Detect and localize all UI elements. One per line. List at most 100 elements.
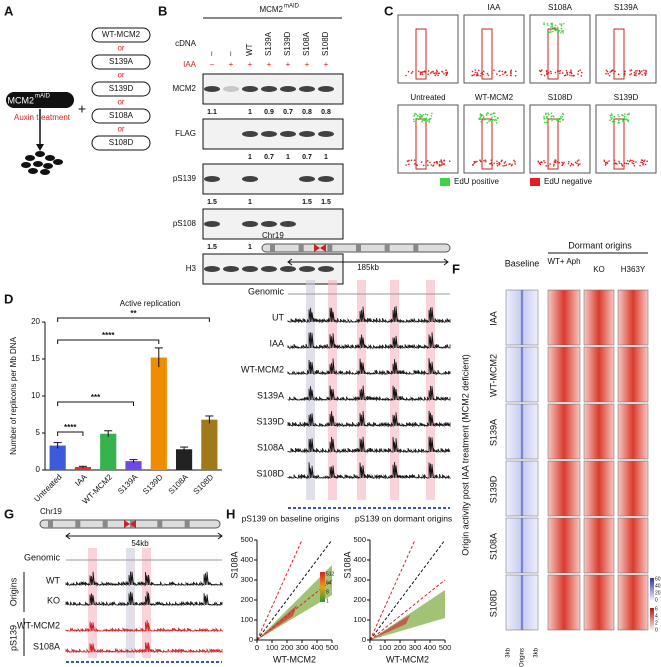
strain-pill (6, 92, 74, 108)
condition: S108D (548, 93, 573, 102)
dot (629, 73, 631, 76)
gate (415, 118, 427, 170)
dot (482, 118, 485, 121)
dot (628, 113, 630, 116)
dot (477, 74, 479, 77)
dot (486, 122, 489, 124)
band (318, 176, 334, 182)
dot (493, 115, 496, 118)
dot (561, 161, 563, 164)
cell (43, 163, 53, 169)
dot (554, 160, 556, 162)
dot (611, 69, 614, 71)
dot (640, 161, 642, 163)
y-tick-label: 20 (31, 317, 40, 326)
dot (551, 24, 553, 26)
dot (547, 71, 550, 74)
dot (555, 29, 558, 31)
dot (643, 69, 645, 72)
sig-bracket (57, 401, 134, 406)
band (261, 131, 277, 137)
iaa-label: + (248, 60, 253, 69)
dot (543, 23, 545, 26)
dot (610, 113, 613, 115)
dot (552, 114, 554, 117)
ideogram-band (48, 520, 53, 528)
panel-letter: C (384, 3, 394, 18)
dot (549, 70, 552, 73)
dot (427, 73, 430, 75)
dot (496, 162, 498, 165)
dot (480, 121, 483, 123)
plus: + (78, 101, 86, 117)
cdna-label: – (226, 51, 235, 56)
dot (424, 113, 427, 116)
sig-label: **** (64, 423, 77, 432)
quant: 1.5 (302, 199, 312, 206)
ideogram-band (327, 244, 333, 252)
chromosome: Chr19 (262, 231, 284, 240)
dot (630, 69, 633, 71)
fold-line (369, 539, 416, 641)
sig-bracket (57, 317, 210, 322)
dot (448, 160, 451, 163)
panel-letter: B (158, 3, 167, 18)
iaa-label: – (210, 60, 215, 69)
dot (611, 117, 614, 119)
dot (577, 73, 579, 75)
dot (479, 159, 481, 162)
dot (413, 115, 415, 117)
dot (559, 116, 562, 118)
band (280, 86, 296, 92)
cdna-label: S108D (321, 31, 330, 56)
colorbar-tick: 0 (655, 627, 658, 633)
dot (426, 114, 429, 116)
dot (482, 114, 484, 117)
heatmap (617, 403, 649, 460)
dot (479, 160, 482, 163)
fold-line (256, 539, 303, 641)
dot (436, 162, 439, 165)
arrow-head (36, 144, 44, 151)
dot (419, 116, 421, 119)
signal-track (65, 620, 223, 633)
bar (74, 467, 92, 470)
band (318, 266, 334, 272)
y-title: Origin activity post IAA treatment (MCM2… (460, 354, 470, 556)
bar (201, 419, 218, 470)
dot (539, 163, 542, 166)
track-label: Genomic (24, 552, 61, 562)
dot (606, 162, 609, 165)
dot (416, 164, 418, 167)
dot (417, 118, 420, 121)
gate (547, 118, 559, 170)
centromere (314, 244, 326, 252)
row-label: S108D (488, 589, 498, 617)
heatmap (617, 574, 649, 631)
dot (623, 72, 626, 75)
iaa-label: + (267, 60, 272, 69)
ideogram-band (356, 244, 361, 252)
x-tick-label: 400 (311, 643, 324, 652)
dot (551, 25, 554, 27)
dot (482, 117, 485, 120)
colorbar-tick: 64 (326, 580, 332, 586)
x-tick-label: 500 (326, 643, 339, 652)
option-box (91, 81, 151, 97)
band (299, 266, 315, 272)
dot (553, 116, 555, 118)
dot (442, 163, 444, 165)
dot (562, 31, 564, 34)
plot-title: pS139 on dormant origins (355, 513, 452, 523)
dot (621, 118, 623, 121)
dot (471, 70, 474, 73)
panel-letter: G (4, 506, 14, 521)
dot (625, 162, 628, 165)
dot (631, 162, 634, 164)
y-tick-label: 200 (353, 595, 366, 604)
x-tick-label: S139D (141, 472, 165, 496)
band (204, 221, 220, 227)
dot (577, 164, 580, 167)
band (261, 221, 277, 227)
option-box (91, 54, 151, 70)
